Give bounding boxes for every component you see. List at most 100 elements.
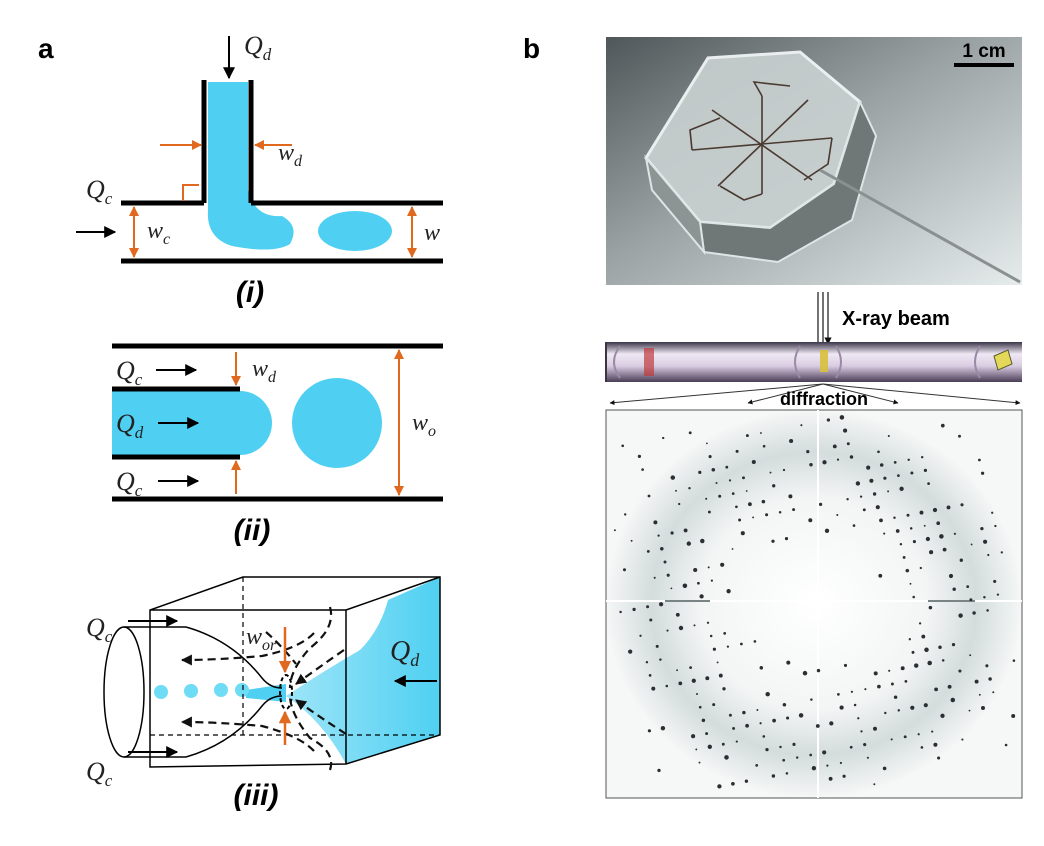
inlet-capillary (103, 626, 145, 758)
diffraction-spot (646, 550, 650, 553)
diffraction-spot (923, 703, 928, 708)
diffraction-spot (740, 642, 743, 646)
diffraction-spot (921, 634, 926, 639)
diffraction-spot (706, 621, 710, 624)
diffraction-spot (722, 687, 726, 691)
diffraction-spot (621, 444, 625, 448)
diffraction-spot (877, 450, 880, 454)
diffraction-spot (716, 661, 719, 664)
diffraction-spot (653, 576, 656, 579)
diffraction-spot (771, 539, 775, 543)
diffraction-spot (970, 543, 973, 546)
diffraction-spot (753, 640, 757, 643)
diffraction-spot (809, 753, 813, 757)
diffraction-spot (917, 733, 920, 736)
diffraction-spot (936, 521, 941, 526)
diffraction-spot (849, 745, 853, 749)
diffraction-spot (927, 482, 930, 485)
diffraction-spot (996, 593, 1000, 596)
diffraction-spot (808, 518, 813, 523)
diffraction-spot (649, 618, 653, 622)
diffraction-spot (655, 644, 659, 648)
diffraction-spot (700, 538, 705, 544)
diffraction-spot (717, 784, 722, 789)
diffraction-spot (810, 698, 813, 701)
diffraction-spot (994, 524, 997, 528)
diffraction-spot (913, 663, 919, 668)
diffraction-spot (785, 772, 789, 775)
diffraction-spot (960, 503, 964, 507)
diffraction-spot (707, 566, 710, 569)
diffraction-spot (819, 502, 823, 506)
diffraction-spot (789, 438, 794, 444)
diffraction-spot (660, 547, 664, 551)
diffraction-spot (771, 774, 776, 778)
diffraction-spot (839, 415, 845, 420)
diffraction-spot (718, 673, 723, 678)
diffraction-spot (958, 613, 963, 618)
droplet-iii-4 (235, 683, 249, 697)
diffraction-spot (670, 587, 673, 590)
diffraction-spot (628, 649, 633, 654)
diffraction-spot (759, 432, 762, 434)
diffraction-spot (686, 541, 691, 546)
diffraction-spot (904, 680, 908, 683)
diffraction-spot (691, 734, 696, 739)
diffraction-spot (980, 526, 984, 531)
diffraction-spot (878, 573, 883, 578)
diffraction-spot (910, 705, 915, 710)
diffraction-spot (762, 735, 766, 738)
droplet-iii-3 (214, 683, 228, 697)
diffraction-spot (948, 573, 954, 579)
diffraction-spot (728, 479, 732, 482)
diffraction-spot (879, 463, 884, 467)
diffraction-spot (938, 645, 942, 649)
diffraction-spot (918, 622, 922, 625)
diffraction-spot (883, 476, 887, 480)
diffraction-spot (784, 537, 789, 541)
diffraction-spot (699, 594, 704, 599)
diffraction-spot (675, 489, 677, 492)
diffraction-spot (645, 660, 649, 664)
diffraction-spot (829, 721, 834, 726)
diffraction-spot (857, 717, 860, 720)
diffraction-spot (959, 558, 963, 562)
qc-bottom-label-ii: Qc (116, 467, 143, 500)
diffraction-spot (806, 449, 810, 454)
diffraction-spot (759, 722, 762, 725)
diffraction-spot (666, 573, 670, 577)
diffraction-spot (724, 755, 729, 760)
diffraction-spot (893, 516, 896, 520)
diffraction-spot (809, 463, 813, 467)
chip-side-face (698, 99, 878, 264)
diffraction-spot (866, 756, 869, 759)
diffraction-spot (678, 681, 683, 686)
diffraction-spot (968, 709, 971, 712)
diffraction-spot (762, 444, 766, 448)
diffraction-spot (906, 513, 910, 517)
diffraction-spot (726, 645, 730, 648)
diffraction-spot (693, 567, 698, 573)
diffraction-spot (751, 459, 756, 465)
diffraction-spot (843, 428, 848, 433)
diffraction-spot (691, 678, 696, 683)
subpanel-ii-label: (ii) (234, 514, 271, 547)
diffraction-spot (905, 568, 910, 573)
diffraction-spot (698, 470, 702, 475)
diffraction-spot (842, 774, 846, 778)
diffraction-spot (941, 659, 945, 662)
droplet-i (318, 211, 392, 251)
diffraction-spot (728, 713, 732, 717)
streamline-7 (288, 697, 333, 771)
diffraction-spot (923, 524, 926, 527)
diffraction-spot (946, 505, 951, 510)
diffraction-spot (940, 423, 945, 428)
tube-plug-1 (644, 348, 654, 376)
orifice (279, 674, 293, 710)
diffraction-spot (852, 524, 856, 527)
diffraction-spot (958, 669, 962, 673)
diffraction-spot (929, 550, 934, 555)
diffraction-spot (1011, 714, 1016, 718)
streamline-1 (288, 606, 333, 689)
beam-center (792, 578, 840, 626)
